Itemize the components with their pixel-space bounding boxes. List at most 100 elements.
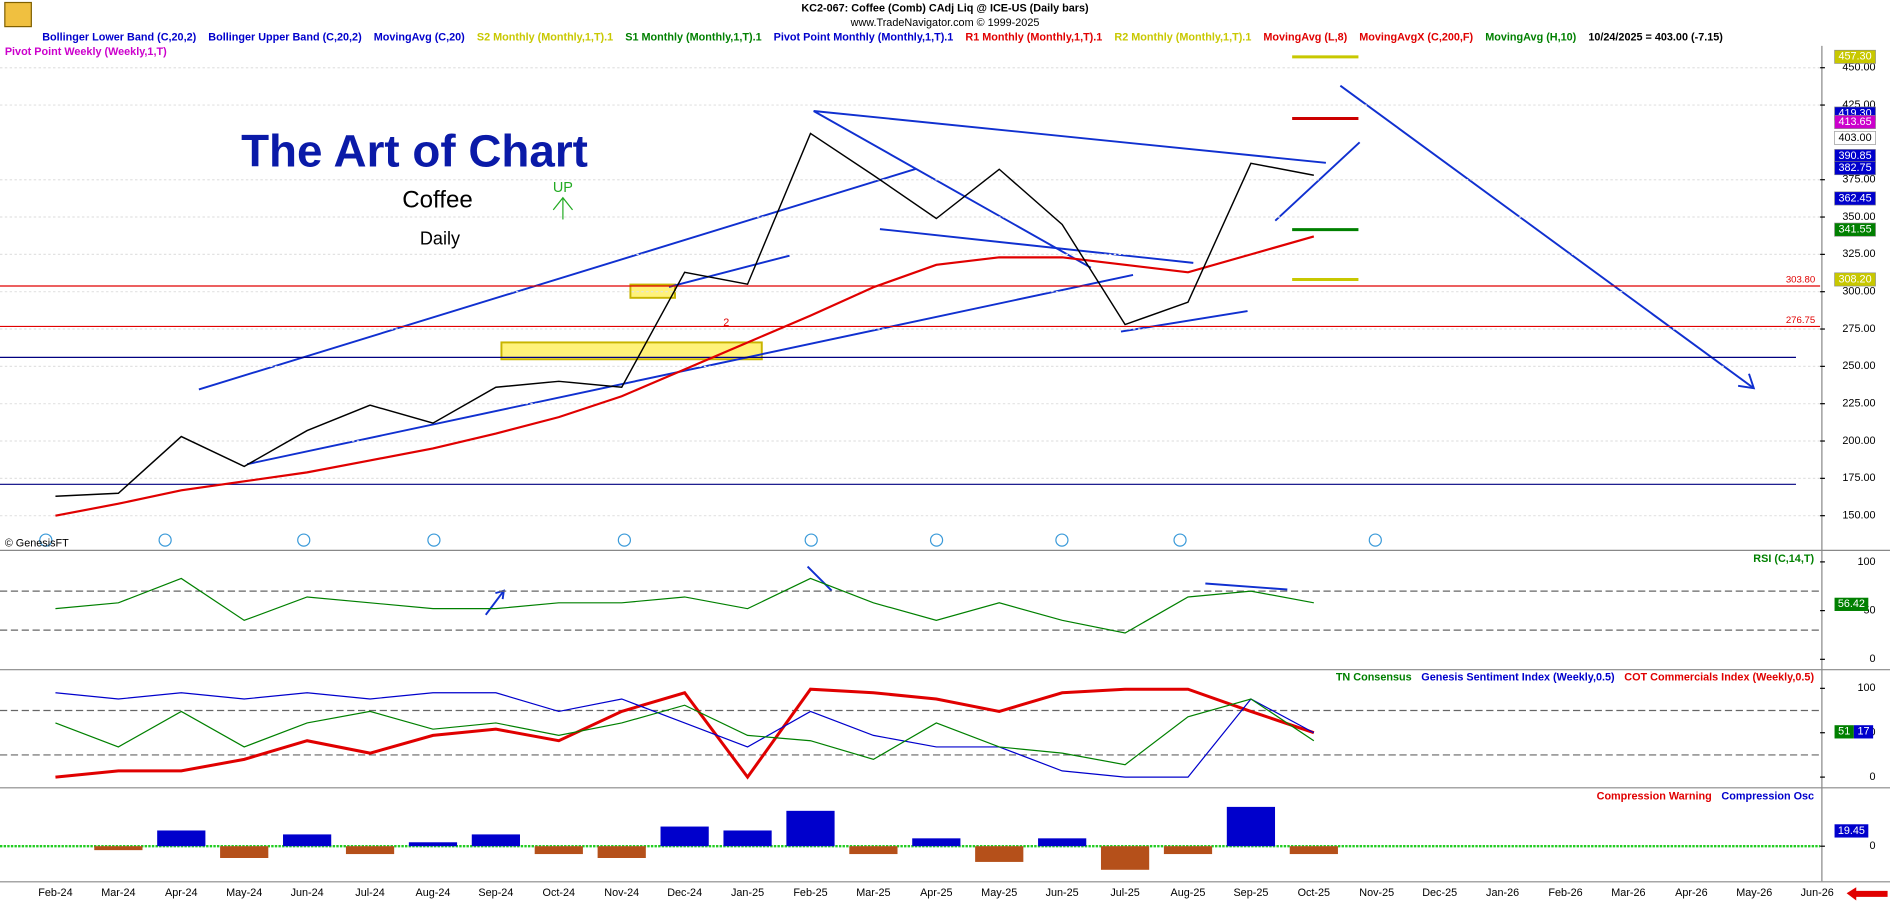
moving-average-line bbox=[55, 235, 1315, 517]
legend-entry: MovingAvg (H,10) bbox=[1485, 31, 1576, 43]
trend-line bbox=[198, 167, 917, 391]
level-label: 303.80 bbox=[1786, 275, 1815, 286]
price-label: 457.30 bbox=[1838, 51, 1871, 63]
x-tick-label: Feb-26 bbox=[1548, 887, 1582, 899]
x-tick-label: Jul-25 bbox=[1110, 887, 1140, 899]
y-tick-label: 325.00 bbox=[1842, 248, 1875, 260]
trend-line bbox=[813, 110, 1326, 164]
compression-bar bbox=[849, 846, 898, 855]
legend-entry: COT Commercials Index (Weekly,0.5) bbox=[1624, 671, 1814, 683]
event-icon bbox=[1368, 533, 1382, 547]
last-value-label: 51 bbox=[1838, 726, 1850, 738]
signal-label: UP bbox=[553, 180, 573, 196]
rsi-line bbox=[55, 577, 1314, 634]
x-tick-label: Apr-26 bbox=[1675, 887, 1708, 899]
x-tick-label: Oct-24 bbox=[543, 887, 576, 899]
zone-box bbox=[500, 341, 763, 361]
x-tick-label: Nov-25 bbox=[1359, 887, 1394, 899]
price-label: 390.85 bbox=[1838, 150, 1871, 162]
legend-entry: S2 Monthly (Monthly,1,T).1 bbox=[477, 31, 613, 43]
level-label: 276.75 bbox=[1786, 315, 1815, 326]
price-line bbox=[55, 132, 1314, 497]
x-tick-label: Aug-25 bbox=[1171, 887, 1206, 899]
y-tick-label: 200.00 bbox=[1842, 435, 1875, 447]
x-tick-label: Aug-24 bbox=[416, 887, 451, 899]
x-tick-label: Sep-24 bbox=[478, 887, 513, 899]
legend-entry: Bollinger Lower Band (C,20,2) bbox=[42, 31, 196, 43]
y-tick-label: 100 bbox=[1857, 556, 1875, 568]
compression-bar bbox=[723, 830, 772, 847]
x-tick-label: May-24 bbox=[226, 887, 262, 899]
y-tick-label: 450.00 bbox=[1842, 62, 1875, 74]
price-label-box bbox=[1834, 49, 1876, 64]
price-label: 341.55 bbox=[1838, 224, 1871, 236]
y-tick-label: 375.00 bbox=[1842, 174, 1875, 186]
last-value-box bbox=[1834, 725, 1854, 739]
logo bbox=[4, 1, 32, 28]
sentiment-line bbox=[55, 698, 1315, 766]
chart-subtitle: www.TradeNavigator.com © 1999-2025 bbox=[850, 17, 1040, 29]
rsi-line bbox=[1205, 582, 1288, 591]
price-label: 362.45 bbox=[1838, 192, 1871, 204]
panel-title: RSI (C,14,T) bbox=[1753, 553, 1814, 565]
x-tick-label: Mar-26 bbox=[1611, 887, 1645, 899]
sentiment-line bbox=[55, 687, 1315, 780]
marker-label: 2 bbox=[723, 317, 729, 329]
credit: © GenesisFT bbox=[5, 538, 69, 550]
event-icon bbox=[427, 533, 441, 547]
y-tick-label: 250.00 bbox=[1842, 360, 1875, 372]
x-tick-label: May-25 bbox=[981, 887, 1017, 899]
trend-line bbox=[879, 228, 1194, 264]
legend-entry: Pivot Point Weekly (Weekly,1,T) bbox=[5, 46, 167, 58]
trend-line bbox=[813, 110, 1092, 269]
event-icon bbox=[617, 533, 632, 547]
x-tick-label: Sep-25 bbox=[1233, 887, 1268, 899]
x-tick-label: Feb-25 bbox=[793, 887, 827, 899]
x-tick-label: Jul-24 bbox=[355, 887, 385, 899]
x-tick-label: Apr-24 bbox=[165, 887, 198, 899]
x-tick-label: Jun-26 bbox=[1801, 887, 1834, 899]
y-tick-label: 225.00 bbox=[1842, 398, 1875, 410]
price-label: 308.20 bbox=[1838, 273, 1871, 285]
signal-arrow-head bbox=[552, 196, 574, 211]
y-tick-label: 275.00 bbox=[1842, 323, 1875, 335]
rsi-line bbox=[484, 590, 505, 616]
y-tick-label: 0 bbox=[1870, 653, 1876, 665]
trend-line bbox=[1120, 310, 1248, 333]
y-tick-label: 300.00 bbox=[1842, 286, 1875, 298]
price-label-box bbox=[1834, 191, 1876, 206]
price-label: 403.00 bbox=[1838, 132, 1871, 144]
event-icon bbox=[1055, 533, 1069, 547]
compression-bar bbox=[597, 846, 646, 858]
x-tick-label: Jun-25 bbox=[1046, 887, 1079, 899]
legend-entry: R1 Monthly (Monthly,1,T).1 bbox=[965, 31, 1102, 43]
last-value-label: 19.45 bbox=[1838, 825, 1865, 837]
legend-entry: Genesis Sentiment Index (Weekly,0.5) bbox=[1421, 671, 1615, 683]
forecast-arrowhead bbox=[1737, 373, 1756, 390]
event-icon bbox=[297, 533, 311, 547]
price-label: 413.65 bbox=[1838, 116, 1871, 128]
compression-bar bbox=[1289, 846, 1338, 855]
legend-entry: Pivot Point Monthly (Monthly,1,T).1 bbox=[774, 31, 954, 43]
compression-bar bbox=[1038, 838, 1087, 847]
trend-line bbox=[246, 273, 1134, 466]
scroll-arrow[interactable] bbox=[1846, 887, 1888, 901]
signal-arrow bbox=[552, 196, 574, 220]
x-tick-label: Mar-25 bbox=[856, 887, 890, 899]
y-tick-label: 175.00 bbox=[1842, 472, 1875, 484]
last-value-box bbox=[1853, 725, 1874, 739]
symbol-label: Coffee bbox=[402, 187, 473, 214]
event-icon bbox=[39, 533, 53, 547]
last-value-box bbox=[1834, 824, 1869, 838]
event-icons bbox=[39, 533, 1382, 547]
compression-bar bbox=[94, 846, 143, 851]
legend-entry: TN Consensus bbox=[1336, 671, 1412, 683]
y-tick-label: 150.00 bbox=[1842, 510, 1875, 522]
event-icon bbox=[1173, 533, 1187, 547]
headline: The Art of Chart bbox=[241, 125, 588, 176]
x-tick-label: Oct-25 bbox=[1298, 887, 1331, 899]
legend-entry: MovingAvg (L,8) bbox=[1263, 31, 1347, 43]
chart-title: KC2-067: Coffee (Comb) CAdj Liq @ ICE-US… bbox=[801, 2, 1089, 14]
